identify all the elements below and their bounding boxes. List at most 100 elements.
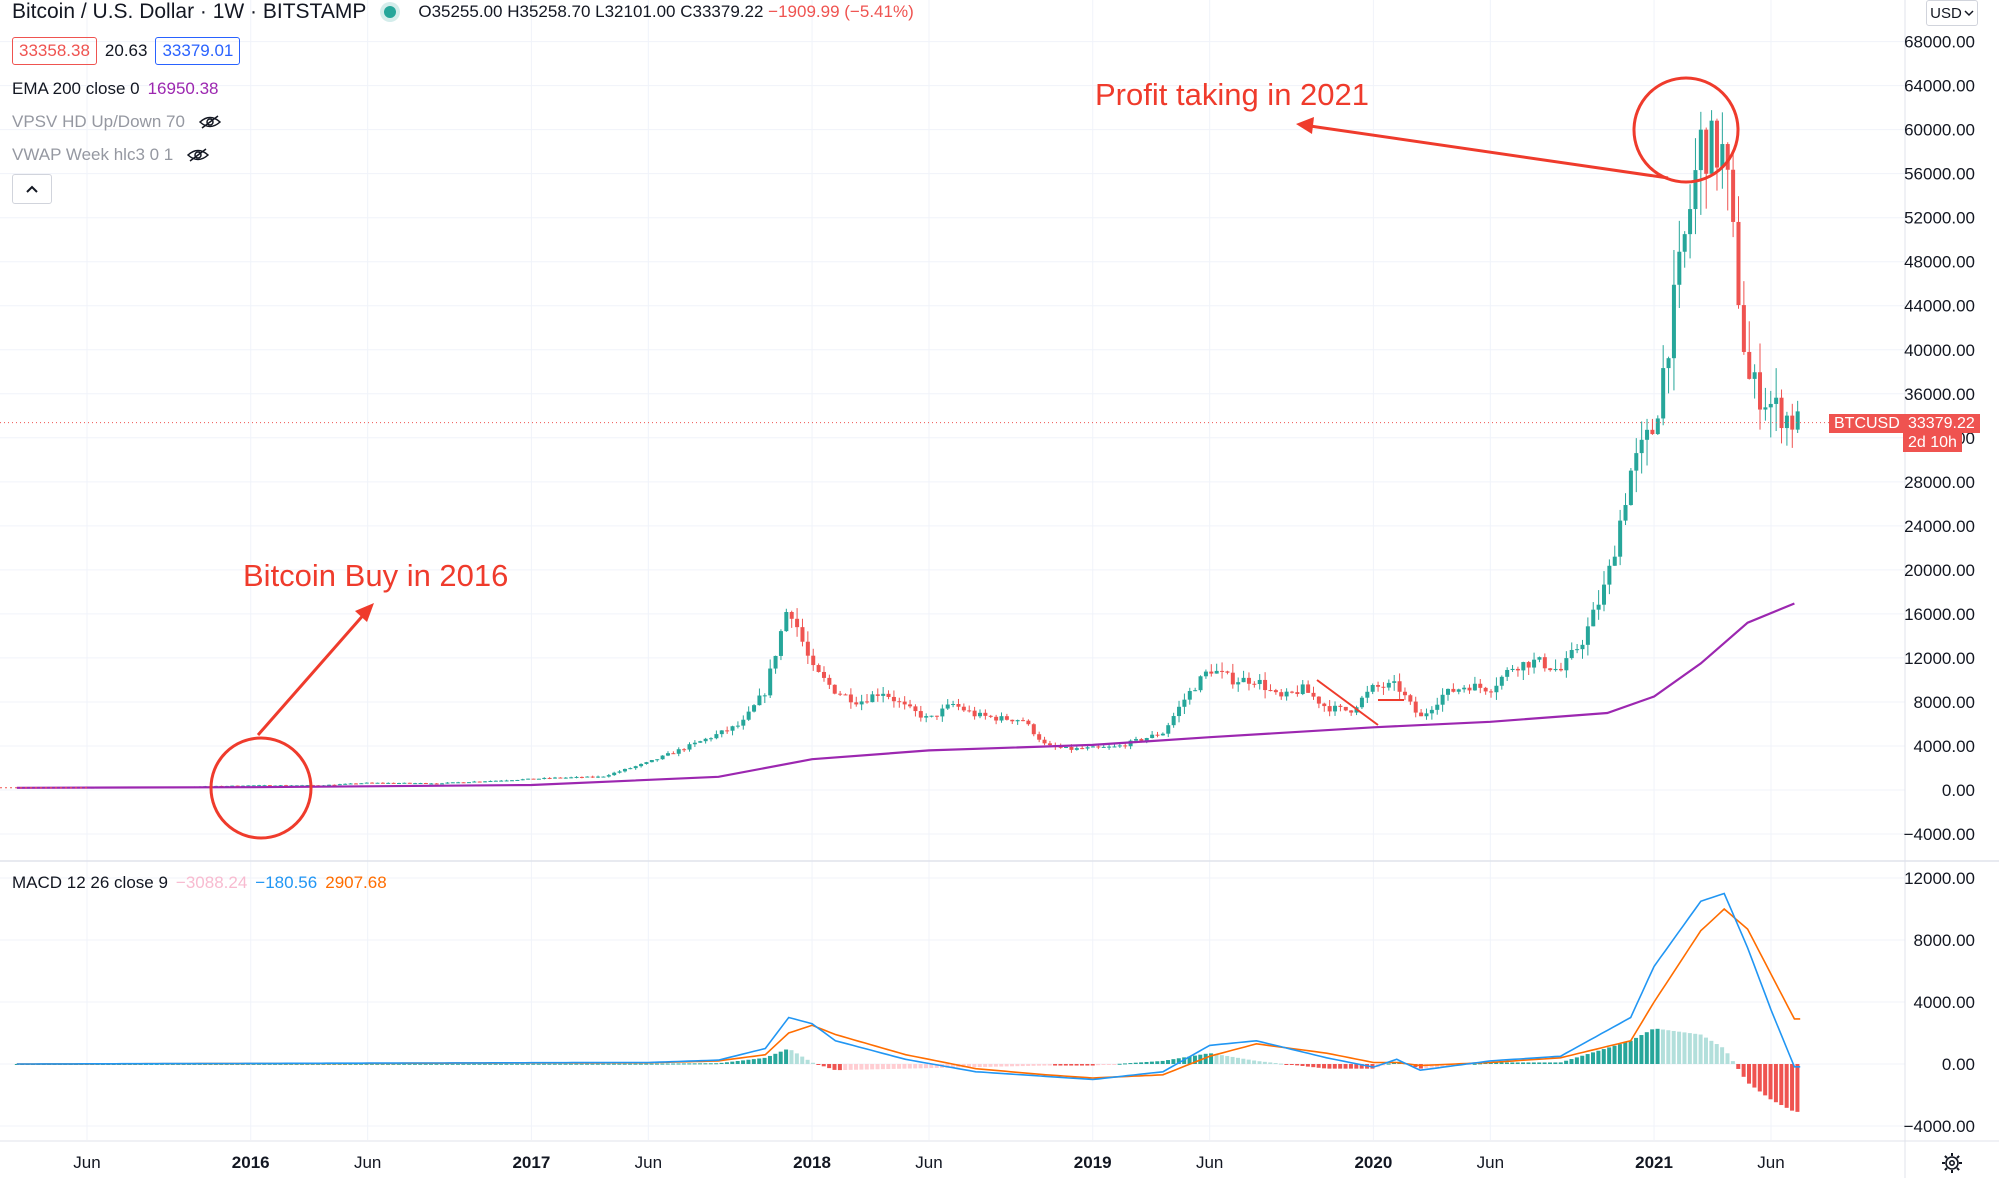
candle-body[interactable]: [402, 782, 407, 784]
candle-body[interactable]: [773, 655, 778, 669]
candle-body[interactable]: [1010, 719, 1015, 722]
candle-body[interactable]: [1273, 690, 1278, 693]
candle-body[interactable]: [456, 782, 461, 784]
candle-body[interactable]: [332, 784, 337, 786]
candle-body[interactable]: [1774, 397, 1779, 404]
candle-body[interactable]: [1693, 170, 1698, 210]
candle-body[interactable]: [1074, 748, 1079, 750]
candle-body[interactable]: [1510, 668, 1515, 670]
candle-body[interactable]: [1489, 691, 1494, 693]
collapse-legend-button[interactable]: [12, 174, 52, 204]
candle-body[interactable]: [257, 785, 262, 787]
candle-body[interactable]: [1306, 684, 1311, 693]
candle-body[interactable]: [800, 627, 805, 642]
candle-body[interactable]: [848, 694, 853, 703]
symbol-title[interactable]: Bitcoin / U.S. Dollar · 1W · BITSTAMP: [12, 0, 367, 23]
candle-body[interactable]: [364, 782, 369, 784]
candle-body[interactable]: [983, 712, 988, 716]
candle-body[interactable]: [1085, 747, 1090, 749]
candle-body[interactable]: [617, 771, 622, 773]
candle-body[interactable]: [1537, 657, 1542, 660]
candle-body[interactable]: [1187, 691, 1192, 700]
candle-body[interactable]: [934, 715, 939, 717]
candle-body[interactable]: [558, 777, 563, 779]
candle-body[interactable]: [682, 749, 687, 751]
candle-body[interactable]: [1042, 739, 1047, 744]
candle-body[interactable]: [945, 704, 950, 709]
candle-body[interactable]: [601, 776, 606, 778]
candle-body[interactable]: [1612, 556, 1617, 566]
candle-body[interactable]: [547, 777, 552, 779]
candle-body[interactable]: [1758, 372, 1763, 410]
candle-body[interactable]: [1688, 209, 1693, 235]
candle-body[interactable]: [1031, 724, 1036, 735]
candle-body[interactable]: [1101, 746, 1106, 748]
candle-body[interactable]: [380, 782, 385, 784]
candle-body[interactable]: [1499, 676, 1504, 686]
candle-body[interactable]: [1117, 745, 1122, 747]
candle-body[interactable]: [633, 766, 638, 769]
candle-body[interactable]: [1752, 372, 1757, 379]
price-axis[interactable]: −4000.00 0.00 4000.00 8000.00 12000.00 16000.…: [1904, 33, 1975, 844]
candle-body[interactable]: [1171, 716, 1176, 726]
candle-body[interactable]: [622, 768, 627, 772]
candle-body[interactable]: [386, 782, 391, 784]
candle-body[interactable]: [1021, 720, 1026, 722]
candle-body[interactable]: [897, 701, 902, 703]
candle-body[interactable]: [407, 782, 412, 784]
candle-body[interactable]: [1451, 688, 1456, 692]
candle-body[interactable]: [520, 779, 525, 781]
candle-body[interactable]: [1338, 705, 1343, 707]
candle-body[interactable]: [1246, 677, 1251, 684]
candle-body[interactable]: [1268, 690, 1273, 692]
candle-body[interactable]: [870, 694, 875, 703]
currency-select[interactable]: USD: [1926, 0, 1978, 26]
candle-body[interactable]: [1209, 671, 1214, 674]
candle-body[interactable]: [628, 768, 633, 770]
candle-body[interactable]: [1440, 694, 1445, 705]
candle-body[interactable]: [515, 779, 520, 781]
candle-body[interactable]: [1408, 695, 1413, 702]
candle-body[interactable]: [493, 780, 498, 782]
candle-body[interactable]: [1107, 746, 1112, 748]
candle-body[interactable]: [1462, 687, 1467, 690]
candle-body[interactable]: [951, 704, 956, 706]
candle-body[interactable]: [698, 741, 703, 743]
candle-body[interactable]: [305, 785, 310, 787]
candle-body[interactable]: [655, 759, 660, 761]
candle-body[interactable]: [509, 780, 514, 782]
candle-body[interactable]: [687, 744, 692, 750]
ask-price-box[interactable]: 33379.01: [155, 37, 241, 65]
candle-body[interactable]: [553, 777, 558, 779]
candle-body[interactable]: [881, 693, 886, 696]
price-pane[interactable]: [0, 110, 1905, 789]
candle-body[interactable]: [579, 776, 584, 778]
candle-body[interactable]: [391, 782, 396, 784]
candle-body[interactable]: [768, 668, 773, 696]
candle-body[interactable]: [832, 684, 837, 694]
candle-body[interactable]: [267, 785, 272, 787]
candle-body[interactable]: [1558, 668, 1563, 671]
candle-body[interactable]: [1677, 251, 1682, 285]
candle-body[interactable]: [1747, 351, 1752, 379]
candle-body[interactable]: [1435, 704, 1440, 710]
candle-body[interactable]: [472, 781, 477, 783]
candle-body[interactable]: [1575, 649, 1580, 651]
macd-signal-line[interactable]: [16, 907, 1801, 1079]
candle-body[interactable]: [536, 778, 541, 780]
candle-body[interactable]: [483, 781, 488, 783]
candle-body[interactable]: [1257, 679, 1262, 685]
candle-body[interactable]: [838, 693, 843, 695]
candle-body[interactable]: [1359, 697, 1364, 708]
candle-body[interactable]: [353, 783, 358, 785]
candle-body[interactable]: [1542, 657, 1547, 669]
candle-body[interactable]: [1424, 713, 1429, 717]
candle-body[interactable]: [1580, 644, 1585, 650]
candle-body[interactable]: [725, 730, 730, 732]
candle-body[interactable]: [440, 783, 445, 785]
candle-body[interactable]: [1112, 746, 1117, 748]
candle-body[interactable]: [1505, 669, 1510, 677]
candle-body[interactable]: [429, 783, 434, 785]
candle-body[interactable]: [1413, 701, 1418, 713]
candle-body[interactable]: [1316, 696, 1321, 704]
